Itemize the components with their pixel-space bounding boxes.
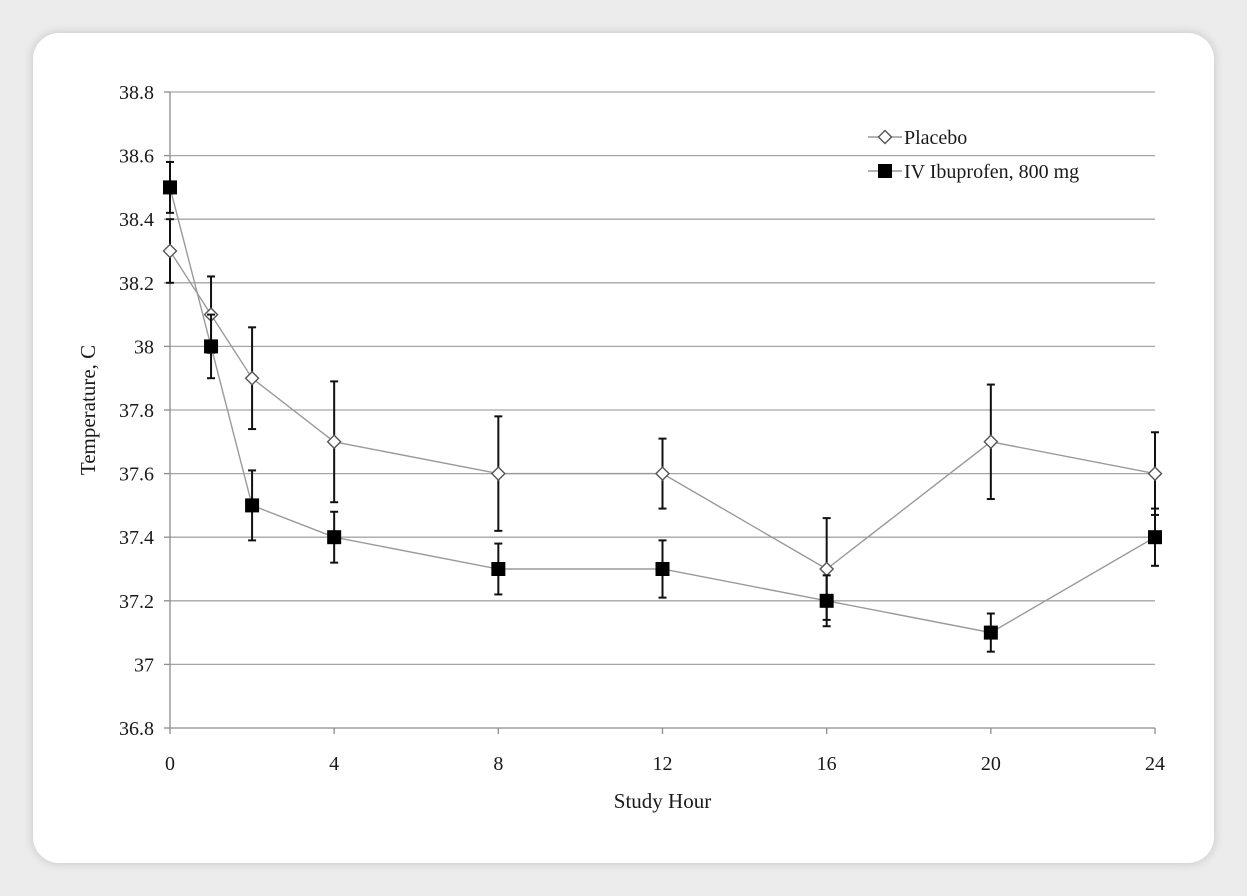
- x-tick-label: 20: [981, 753, 1001, 775]
- data-point: [163, 180, 177, 195]
- data-point: [655, 562, 670, 576]
- x-tick-label: 16: [817, 753, 837, 775]
- data-point: [983, 434, 999, 450]
- data-point: [162, 243, 178, 259]
- x-tick-label: 0: [165, 753, 175, 775]
- data-point: [327, 530, 342, 545]
- data-point: [245, 498, 260, 513]
- x-tick-label: 12: [653, 753, 673, 775]
- data-point: [204, 339, 219, 354]
- legend-label: Placebo: [904, 127, 967, 149]
- y-tick-label: 37.6: [119, 464, 154, 486]
- x-tick-label: 8: [493, 753, 503, 775]
- x-axis-title: Study Hour: [614, 789, 711, 813]
- data-point: [491, 562, 506, 576]
- y-tick-label: 37.8: [119, 400, 154, 422]
- y-tick-label: 37.2: [119, 591, 154, 613]
- legend-marker: [878, 164, 892, 178]
- data-point: [1148, 530, 1162, 545]
- legend-item-ibuprofen: IV Ibuprofen, 800 mg: [868, 161, 1079, 183]
- y-tick-label: 37.4: [119, 527, 154, 549]
- data-point: [819, 561, 835, 577]
- legend-item-placebo: Placebo: [868, 127, 967, 149]
- axes: [164, 91, 1156, 734]
- y-tick-label: 38.4: [119, 209, 154, 231]
- data-point: [655, 466, 670, 482]
- y-axis-title: Temperature, C: [76, 345, 100, 475]
- y-tick-label: 38.2: [119, 273, 154, 295]
- x-tick-label: 4: [329, 753, 339, 775]
- data-point: [244, 370, 260, 386]
- data-point: [490, 466, 506, 482]
- data-point: [326, 434, 342, 450]
- y-tick-label: 38.8: [119, 82, 154, 104]
- chart-card: [33, 33, 1214, 863]
- y-tick-label: 36.8: [119, 718, 154, 740]
- y-tick-labels: 36.8 37 37.2 37.4 37.6 37.8 38 38.2 38.4 38.6 38.8: [119, 82, 154, 740]
- y-tick-label: 38.6: [119, 146, 154, 168]
- y-tick-label: 37: [134, 654, 154, 676]
- x-tick-label: 24: [1145, 753, 1165, 775]
- y-tick-label: 38: [134, 336, 154, 358]
- legend: Placebo IV Ibuprofen, 800 mg: [868, 127, 1079, 183]
- x-tick-labels: 0 4 8 12 16 20 24: [165, 753, 1165, 775]
- data-point: [1147, 466, 1163, 482]
- legend-label: IV Ibuprofen, 800 mg: [904, 161, 1079, 183]
- series-ibuprofen: [163, 160, 1162, 653]
- data-point: [819, 593, 834, 608]
- legend-marker: [877, 129, 893, 145]
- data-point: [983, 625, 998, 640]
- series-layer: [162, 160, 1163, 653]
